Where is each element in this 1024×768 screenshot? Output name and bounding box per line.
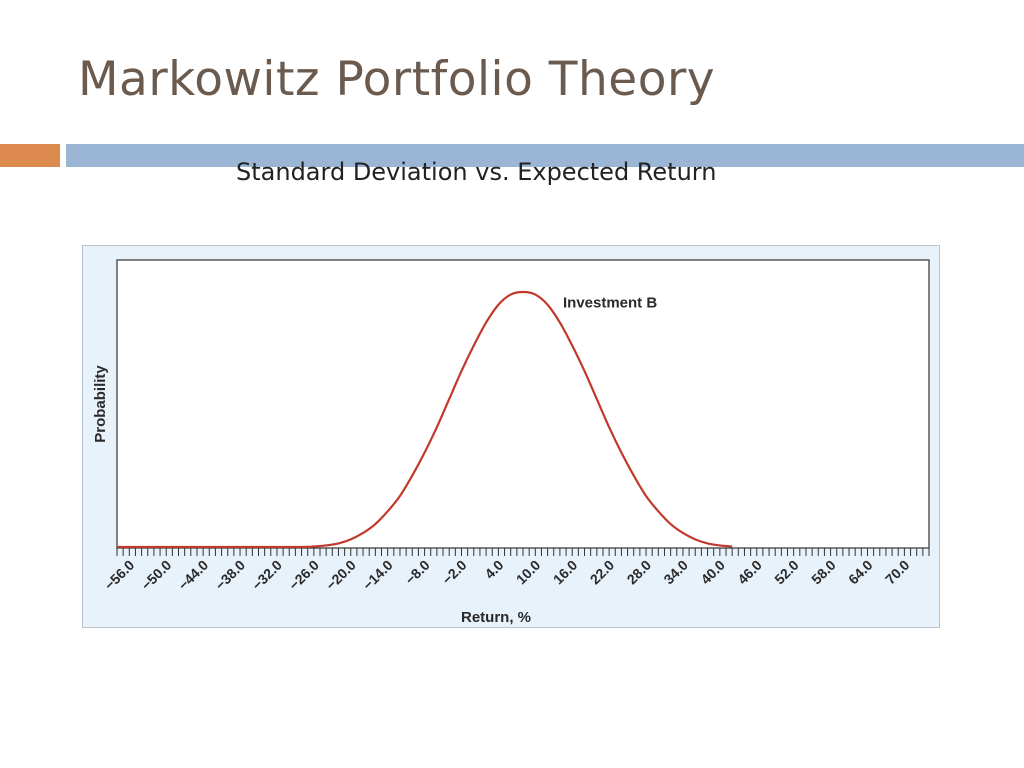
- x-axis-label: Return, %: [461, 609, 531, 626]
- x-tick-label: 52.0: [771, 557, 802, 588]
- x-tick-label: −50.0: [138, 557, 175, 594]
- x-axis-ticks: [116, 548, 930, 556]
- x-tick-label: −56.0: [101, 557, 138, 594]
- x-tick-label: −38.0: [212, 557, 249, 594]
- x-tick-label: −2.0: [439, 557, 470, 588]
- y-axis-label: Probability: [92, 365, 109, 443]
- curve-annotation: Investment B: [563, 294, 657, 311]
- x-tick-label: −14.0: [359, 557, 396, 594]
- x-tick-label: 16.0: [550, 557, 581, 588]
- slide-title: Markowitz Portfolio Theory: [78, 52, 716, 107]
- series-line-investment-b: [116, 290, 733, 549]
- slide-subtitle: Standard Deviation vs. Expected Return: [236, 158, 717, 186]
- chart-frame: −56.0 −50.0 −44.0 −38.0 −32.0 −26.0 −20.0 −14.0…: [82, 245, 940, 628]
- x-tick-label: 4.0: [481, 557, 506, 582]
- x-tick-label: −32.0: [249, 557, 286, 594]
- x-tick-label: 28.0: [624, 557, 655, 588]
- accent-bar-orange: [0, 144, 60, 167]
- x-tick-label: −26.0: [286, 557, 323, 594]
- x-tick-label: 64.0: [845, 557, 876, 588]
- x-tick-label: 70.0: [882, 557, 913, 588]
- x-tick-label: −20.0: [323, 557, 360, 594]
- x-tick-label: 34.0: [660, 557, 691, 588]
- normal-distribution-chart: −56.0 −50.0 −44.0 −38.0 −32.0 −26.0 −20.0 −14.0…: [92, 259, 930, 626]
- x-tick-label: 22.0: [587, 557, 618, 588]
- x-tick-label: 40.0: [697, 557, 728, 588]
- x-axis-tick-labels: −56.0 −50.0 −44.0 −38.0 −32.0 −26.0 −20.0 −14.0…: [101, 557, 913, 594]
- x-tick-label: 58.0: [808, 557, 839, 588]
- x-tick-label: −44.0: [175, 557, 212, 594]
- x-tick-label: −8.0: [402, 557, 433, 588]
- x-tick-label: 46.0: [734, 557, 765, 588]
- x-tick-label: 10.0: [513, 557, 544, 588]
- plot-area: [116, 259, 930, 549]
- accent-bar-blue: [66, 144, 1024, 167]
